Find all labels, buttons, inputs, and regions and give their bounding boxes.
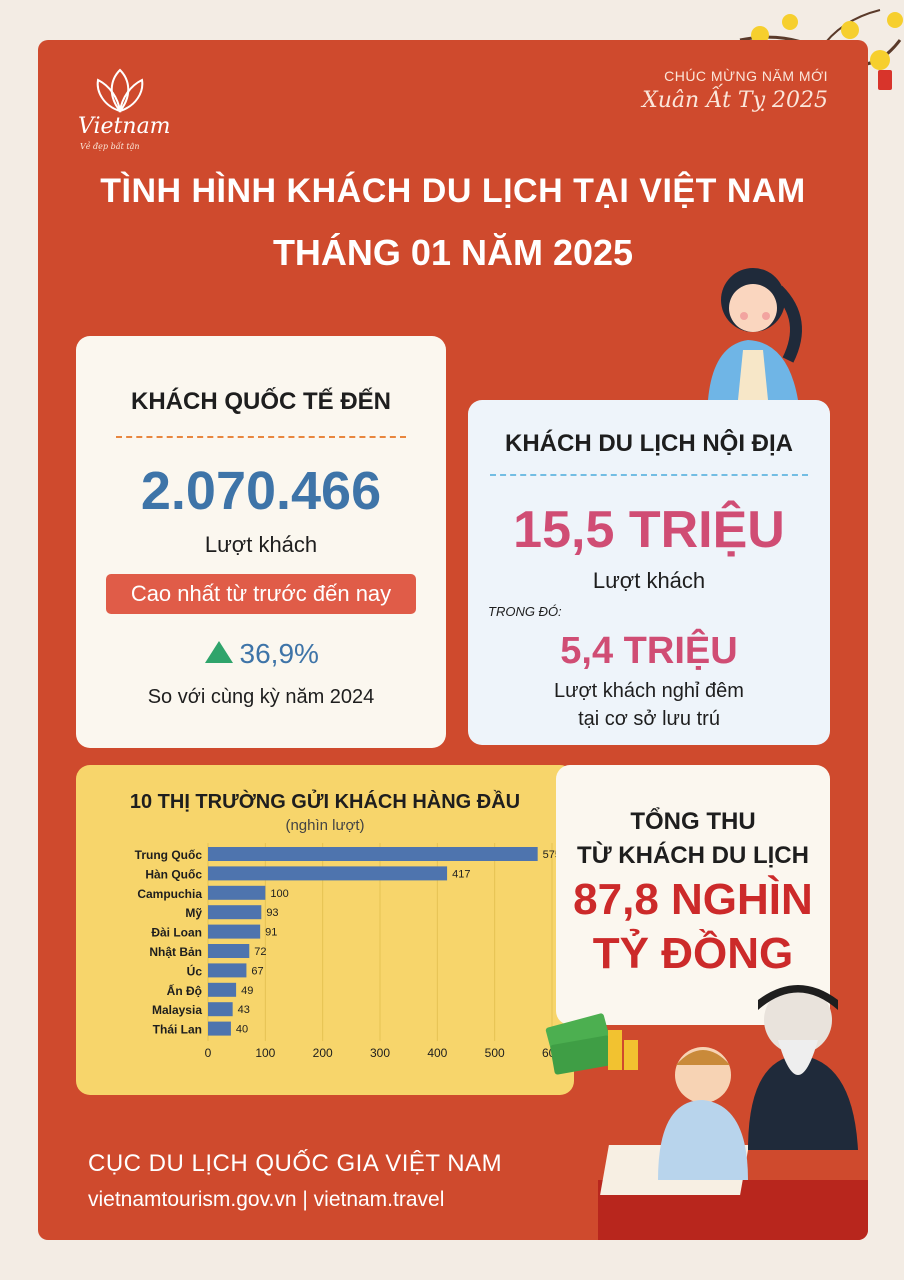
bar [208, 1021, 231, 1036]
category-label: Đài Loan [151, 926, 202, 940]
growth-value: 36,9% [239, 638, 319, 669]
domestic-unit: Lượt khách [592, 568, 706, 593]
chart-subtitle: (nghìn lượt) [285, 817, 365, 834]
category-label: Campuchia [137, 887, 202, 901]
calligraphy-scene-illustration [598, 985, 868, 1240]
x-tick-label: 300 [370, 1046, 390, 1060]
bar [208, 885, 266, 900]
growth-row: 36,9% [76, 638, 446, 674]
data-label: 93 [266, 907, 278, 919]
page-subtitle: THÁNG 01 NĂM 2025 [272, 232, 634, 273]
category-label: Mỹ [185, 906, 202, 920]
data-label: 100 [270, 888, 288, 900]
data-label: 40 [236, 1024, 248, 1036]
revenue-line-1: TỔNG THU [630, 808, 756, 835]
revenue-value-2: TỶ ĐỒNG [592, 929, 794, 978]
infographic-poster: Vietnam Vẻ đẹp bất tận CHÚC MỪNG NĂM MỚI… [38, 40, 868, 1240]
category-label: Ấn Độ [167, 983, 202, 998]
category-label: Nhật Bản [149, 945, 202, 959]
growth-note: So với cùng kỳ năm 2024 [147, 686, 375, 708]
new-year-greeting: CHÚC MỪNG NĂM MỚI Xuân Ất Tỵ 2025 [642, 68, 828, 113]
lotus-icon [96, 68, 144, 113]
data-label: 67 [251, 965, 263, 977]
vietnam-tourism-logo: Vietnam Vẻ đẹp bất tận [72, 64, 182, 151]
top-markets-chart-card: 10 THỊ TRƯỜNG GỬI KHÁCH HÀNG ĐẦU (nghìn … [76, 765, 574, 1095]
category-label: Úc [187, 963, 203, 978]
money-illustration [545, 1013, 638, 1075]
logo-wordmark: Vietnam [78, 114, 171, 139]
domestic-heading: KHÁCH DU LỊCH NỘI ĐỊA [505, 430, 793, 457]
bar [208, 866, 448, 881]
bar [208, 982, 237, 997]
revenue-line-2: TỪ KHÁCH DU LỊCH [577, 842, 809, 869]
overnight-value: 5,4 TRIỆU [560, 630, 738, 672]
domestic-value: 15,5 TRIỆU [513, 501, 785, 559]
bar [208, 944, 250, 958]
x-tick-label: 500 [485, 1046, 505, 1060]
logo-tagline: Vẻ đẹp bất tận [80, 142, 140, 151]
sub-label: TRONG ĐÓ: [488, 604, 562, 619]
chart-title: 10 THỊ TRƯỜNG GỬI KHÁCH HÀNG ĐẦU [129, 791, 521, 813]
data-label: 49 [241, 985, 253, 997]
data-label: 91 [265, 927, 277, 939]
x-tick-label: 100 [255, 1046, 275, 1060]
divider [490, 474, 808, 476]
data-label: 417 [452, 868, 470, 880]
domestic-visitors-card: KHÁCH DU LỊCH NỘI ĐỊA 15,5 TRIỆU Lượt kh… [468, 400, 830, 745]
category-label: Malaysia [152, 1003, 202, 1017]
divider [116, 436, 406, 438]
overnight-line-2: tại cơ sở lưu trú [578, 708, 720, 730]
overnight-line-1: Lượt khách nghỉ đêm [554, 680, 744, 702]
bar [208, 847, 538, 861]
record-badge: Cao nhất từ trước đến nay [106, 574, 416, 614]
greeting-line-2: Xuân Ất Tỵ 2025 [642, 88, 828, 113]
page-title: TÌNH HÌNH KHÁCH DU LỊCH TẠI VIỆT NAM [100, 172, 806, 210]
revenue-value-1: 87,8 NGHÌN [573, 875, 813, 924]
revenue-card: TỔNG THU TỪ KHÁCH DU LỊCH 87,8 NGHÌN TỶ … [556, 765, 830, 1025]
bar [208, 924, 261, 939]
international-visitors-card: KHÁCH QUỐC TẾ ĐẾN 2.070.466 Lượt khách C… [76, 336, 446, 748]
international-unit: Lượt khách [204, 532, 318, 557]
category-label: Trung Quốc [135, 848, 203, 862]
category-label: Hàn Quốc [145, 867, 202, 881]
footer-websites: vietnamtourism.gov.vn | vietnam.travel [88, 1188, 445, 1211]
category-label: Thái Lan [153, 1023, 202, 1037]
triangle-up-icon [205, 641, 234, 663]
x-tick-label: 400 [427, 1046, 447, 1060]
data-label: 43 [238, 1004, 250, 1016]
bar [208, 905, 262, 920]
footer-organization: CỤC DU LỊCH QUỐC GIA VIỆT NAM [88, 1150, 503, 1177]
greeting-line-1: CHÚC MỪNG NĂM MỚI [664, 68, 828, 84]
data-label: 72 [254, 946, 266, 958]
girl-illustration [708, 268, 802, 400]
x-tick-label: 0 [205, 1046, 212, 1060]
bar [208, 1002, 233, 1017]
bar [208, 963, 247, 978]
x-tick-label: 200 [313, 1046, 333, 1060]
international-value: 2.070.466 [140, 461, 382, 521]
international-heading: KHÁCH QUỐC TẾ ĐẾN [130, 388, 391, 415]
